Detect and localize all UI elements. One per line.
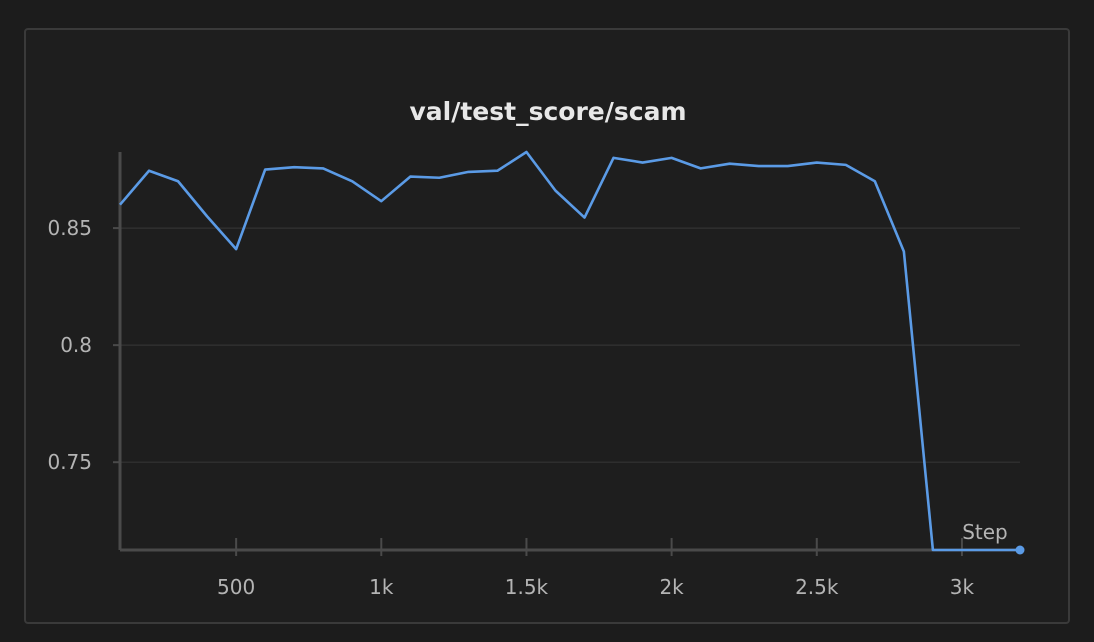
x-tick-label: 2.5k [795, 575, 839, 599]
x-tick-label: 500 [217, 575, 255, 599]
chart-panel: 0.75 0.8 0.85 500 1k 1.5k 2k 2.5k 3k val/test_sc… [24, 28, 1070, 624]
x-axis-label: Step [962, 520, 1008, 544]
grid [120, 227, 1020, 463]
series [119, 150, 1025, 555]
ticks: 0.75 0.8 0.85 500 1k 1.5k 2k 2.5k 3k [47, 216, 974, 599]
x-tick-label: 2k [659, 575, 684, 599]
x-tick-label: 1.5k [505, 575, 549, 599]
chart-title: val/test_score/scam [409, 97, 686, 126]
series-end-point [1015, 545, 1025, 555]
y-tick-label: 0.85 [47, 216, 92, 240]
series-line [119, 150, 1020, 552]
line-chart: 0.75 0.8 0.85 500 1k 1.5k 2k 2.5k 3k val/test_sc… [47, 97, 1025, 599]
y-tick-label: 0.75 [47, 450, 92, 474]
axes [118, 152, 1020, 552]
x-tick-label: 3k [950, 575, 975, 599]
x-tick-label: 1k [369, 575, 394, 599]
y-tick-label: 0.8 [60, 333, 92, 357]
